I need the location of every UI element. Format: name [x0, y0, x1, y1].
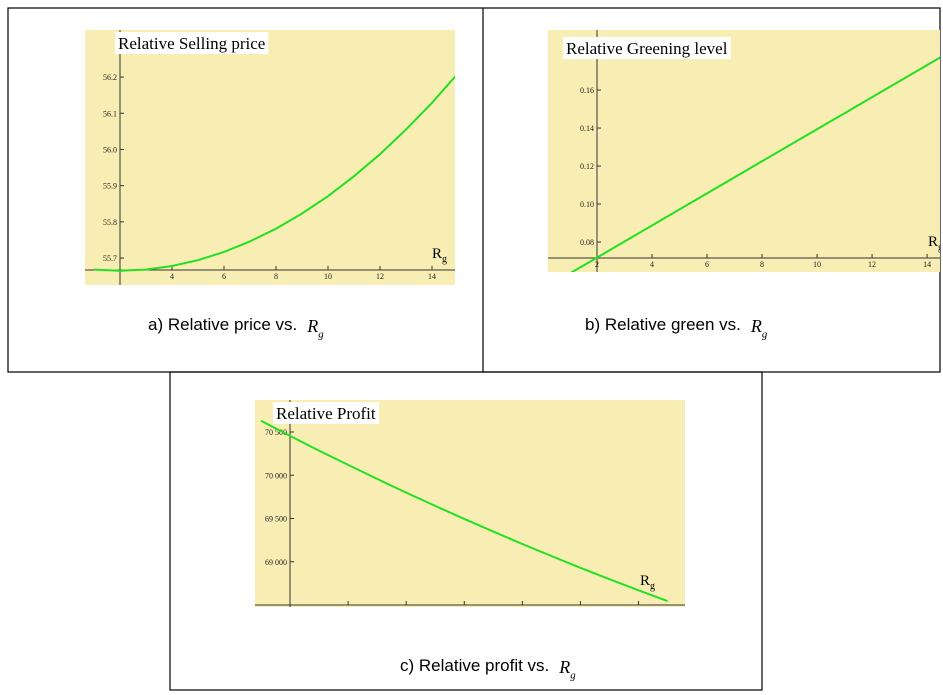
symbol-sub: g	[762, 328, 768, 340]
x-tick-label: 6	[705, 260, 709, 269]
x-tick-label: 4	[170, 272, 174, 281]
symbol-main: R	[558, 657, 570, 677]
title-box	[115, 32, 269, 54]
caption-symbol: Rg	[306, 316, 324, 340]
plot-background	[255, 400, 685, 607]
symbol-sub: g	[570, 669, 576, 681]
plot: 4 6 8 10 12 14 69 000 69 500 70 000 70 500 Rg Relat…	[255, 400, 685, 616]
y-tick-label: 55.8	[103, 218, 117, 227]
bottom-cell-border	[169, 371, 763, 691]
x-tick-label: 14	[923, 260, 931, 269]
x-axis-label-main: R	[432, 246, 442, 262]
y-tick-label: 56.1	[103, 109, 117, 118]
chart-title: Relative Greening level	[566, 39, 728, 58]
x-tick-label: 12	[576, 607, 584, 616]
x-axis-label-main: R	[640, 573, 650, 589]
x-tick-label: 14	[428, 272, 436, 281]
x-tick-label: 8	[760, 260, 764, 269]
chart: 24681012140.080.100.120.140.160.18RgRela…	[548, 30, 943, 340]
x-tick-label: 4	[346, 607, 350, 616]
caption: c) Relative profit vs.	[400, 656, 549, 675]
plot: 24681012140.080.100.120.140.160.18RgRela…	[548, 30, 943, 272]
chart-title: Relative Selling price	[118, 34, 265, 53]
y-tick-label: 56.2	[103, 73, 117, 82]
title-box	[273, 402, 379, 424]
y-tick-label: 0.08	[580, 238, 594, 247]
caption: b) Relative green vs.	[585, 315, 741, 334]
y-tick-label: 70 500	[265, 428, 287, 437]
chart: 4 6 8 10 12 14 55.7 55.8 55.9 56.0 56.1 56.2 Rg Relat…	[85, 30, 455, 340]
x-axis-label: Rg	[640, 573, 655, 592]
y-tick-label: 0.10	[580, 200, 594, 209]
title-box	[563, 37, 731, 59]
data-line	[93, 75, 455, 272]
caption-symbol: Rg	[750, 316, 768, 340]
x-tick-label: 10	[518, 607, 526, 616]
x-tick-label: 8	[462, 607, 466, 616]
x-tick-label: 4	[650, 260, 654, 269]
x-axis-label-sub: g	[650, 581, 655, 592]
y-tick-label: 0.14	[580, 124, 594, 133]
y-tick-label: 69 500	[265, 515, 287, 524]
chart: 4 6 8 10 12 14 69 000 69 500 70 000 70 500 Rg Relat…	[255, 400, 685, 681]
x-tick-label: 12	[868, 260, 876, 269]
symbol-sub: g	[318, 328, 324, 340]
x-tick-label: 10	[324, 272, 332, 281]
x-axis-label: Rg	[928, 234, 943, 253]
symbol-main: R	[750, 316, 762, 336]
plot-background	[85, 30, 455, 285]
plot-background	[548, 30, 940, 272]
chart-title: Relative Profit	[276, 404, 376, 423]
x-axis-label-sub: g	[442, 254, 447, 265]
y-tick-label: 70 000	[265, 471, 287, 480]
x-axis-label-main: R	[928, 234, 938, 250]
y-tick-label: 0.12	[580, 162, 594, 171]
x-axis-label-sub: g	[938, 242, 943, 253]
y-tick-label: 69 000	[265, 558, 287, 567]
x-axis-label: Rg	[432, 246, 447, 265]
x-tick-label: 2	[595, 260, 599, 269]
data-line	[570, 56, 940, 272]
x-tick-label: 12	[376, 272, 384, 281]
x-tick-label: 6	[404, 607, 408, 616]
x-tick-label: 10	[813, 260, 821, 269]
symbol-main: R	[306, 316, 318, 336]
y-tick-label: 56.0	[103, 145, 117, 154]
caption-symbol: Rg	[558, 657, 576, 681]
x-tick-label: 8	[274, 272, 278, 281]
y-tick-label: 55.7	[103, 254, 117, 263]
plot: 4 6 8 10 12 14 55.7 55.8 55.9 56.0 56.1 56.2 Rg Relat…	[85, 30, 455, 285]
x-tick-label: 6	[222, 272, 226, 281]
data-line	[260, 419, 668, 603]
y-tick-label: 55.9	[103, 182, 117, 191]
y-tick-label: 0.16	[580, 86, 594, 95]
caption: a) Relative price vs.	[148, 315, 297, 334]
x-tick-label: 14	[635, 607, 643, 616]
